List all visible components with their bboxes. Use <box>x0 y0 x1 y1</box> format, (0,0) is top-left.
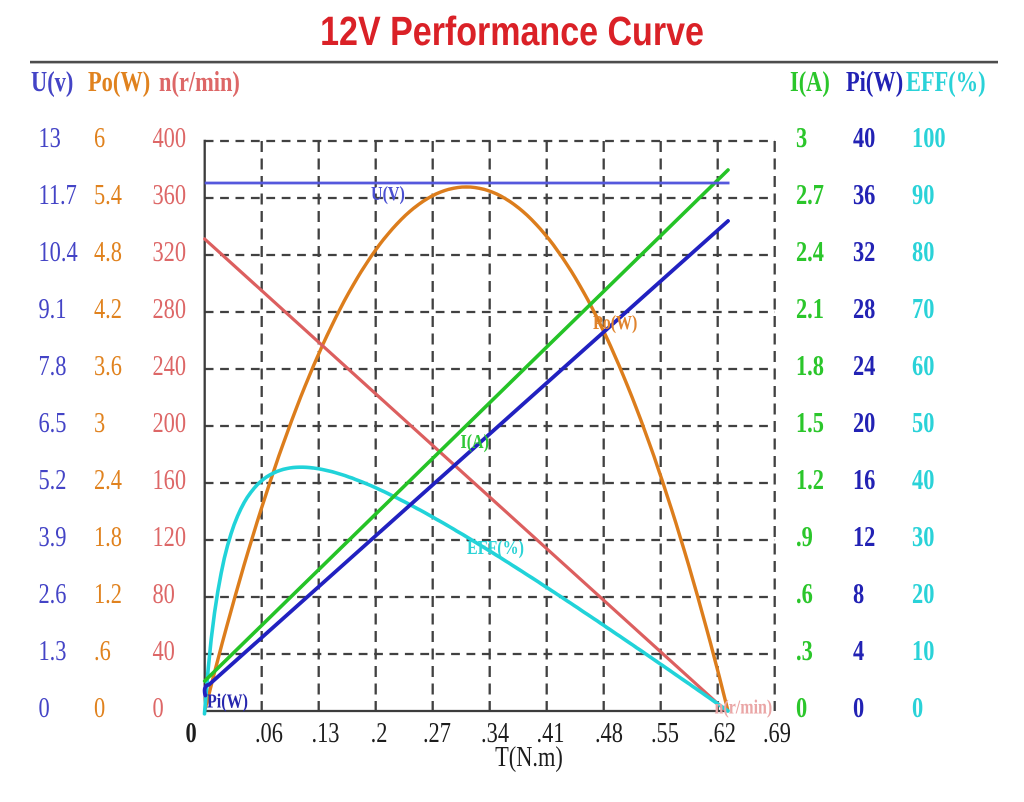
svg-text:.13: .13 <box>312 718 340 749</box>
svg-text:80: 80 <box>912 237 934 268</box>
svg-text:Pi(W): Pi(W) <box>207 690 248 713</box>
svg-text:Po(W): Po(W) <box>88 67 150 98</box>
svg-text:6.5: 6.5 <box>38 408 66 439</box>
svg-text:3.9: 3.9 <box>38 522 66 553</box>
svg-text:36: 36 <box>853 180 875 211</box>
svg-text:.55: .55 <box>651 718 679 749</box>
svg-text:EFF(%): EFF(%) <box>906 67 986 98</box>
svg-text:100: 100 <box>912 123 946 154</box>
svg-text:200: 200 <box>152 408 186 439</box>
svg-text:10: 10 <box>912 636 934 667</box>
svg-text:4: 4 <box>853 636 864 667</box>
svg-text:.27: .27 <box>423 718 451 749</box>
svg-text:1.2: 1.2 <box>94 579 122 610</box>
svg-text:12: 12 <box>853 522 875 553</box>
svg-text:70: 70 <box>912 294 934 325</box>
svg-text:.2: .2 <box>371 718 388 749</box>
svg-text:16: 16 <box>853 465 875 496</box>
svg-text:1.5: 1.5 <box>796 408 824 439</box>
svg-text:20: 20 <box>912 579 934 610</box>
svg-text:10.4: 10.4 <box>38 237 77 268</box>
svg-text:.6: .6 <box>796 579 813 610</box>
svg-text:8: 8 <box>853 579 864 610</box>
svg-text:80: 80 <box>152 579 174 610</box>
svg-text:.3: .3 <box>796 636 813 667</box>
svg-text:.41: .41 <box>536 718 564 749</box>
svg-text:400: 400 <box>152 123 186 154</box>
svg-text:EFF(%): EFF(%) <box>467 536 524 559</box>
svg-text:.69: .69 <box>763 718 791 749</box>
svg-text:9.1: 9.1 <box>38 294 66 325</box>
svg-text:0: 0 <box>94 693 105 724</box>
svg-text:n(r/min): n(r/min) <box>714 696 772 719</box>
svg-text:4.2: 4.2 <box>94 294 122 325</box>
svg-text:60: 60 <box>912 351 934 382</box>
svg-text:0: 0 <box>796 693 807 724</box>
svg-text:40: 40 <box>853 123 875 154</box>
svg-text:n(r/min): n(r/min) <box>159 67 240 98</box>
svg-text:1.8: 1.8 <box>94 522 122 553</box>
svg-text:320: 320 <box>152 237 186 268</box>
svg-text:3: 3 <box>94 408 105 439</box>
svg-text:.62: .62 <box>708 718 736 749</box>
svg-text:.06: .06 <box>255 718 283 749</box>
svg-text:13: 13 <box>38 123 60 154</box>
svg-text:280: 280 <box>152 294 186 325</box>
svg-text:.34: .34 <box>481 718 509 749</box>
svg-text:240: 240 <box>152 351 186 382</box>
svg-text:2.4: 2.4 <box>94 465 122 496</box>
svg-text:360: 360 <box>152 180 186 211</box>
svg-text:.9: .9 <box>796 522 813 553</box>
svg-text:2.6: 2.6 <box>38 579 66 610</box>
svg-text:1.2: 1.2 <box>796 465 824 496</box>
svg-text:28: 28 <box>853 294 875 325</box>
svg-text:5.2: 5.2 <box>38 465 66 496</box>
svg-text:160: 160 <box>152 465 186 496</box>
svg-text:1.8: 1.8 <box>796 351 824 382</box>
svg-text:50: 50 <box>912 408 934 439</box>
svg-text:0: 0 <box>38 693 49 724</box>
svg-text:.48: .48 <box>595 718 623 749</box>
svg-text:2.1: 2.1 <box>796 294 824 325</box>
svg-text:11.7: 11.7 <box>38 180 76 211</box>
svg-text:90: 90 <box>912 180 934 211</box>
svg-text:3.6: 3.6 <box>94 351 122 382</box>
svg-text:I(A): I(A) <box>460 430 488 453</box>
svg-text:.6: .6 <box>94 636 111 667</box>
svg-text:2.4: 2.4 <box>796 237 824 268</box>
svg-text:1.3: 1.3 <box>38 636 66 667</box>
svg-text:0: 0 <box>912 693 923 724</box>
svg-text:U(V): U(V) <box>371 182 405 205</box>
svg-text:24: 24 <box>853 351 876 382</box>
svg-text:U(v): U(v) <box>31 67 73 98</box>
svg-text:T(N.m): T(N.m) <box>495 742 563 773</box>
svg-text:I(A): I(A) <box>790 67 830 98</box>
svg-text:2.7: 2.7 <box>796 180 824 211</box>
svg-text:6: 6 <box>94 123 105 154</box>
svg-text:Po(W): Po(W) <box>593 311 637 334</box>
svg-text:20: 20 <box>853 408 875 439</box>
svg-text:0: 0 <box>185 718 196 749</box>
svg-text:0: 0 <box>853 693 864 724</box>
svg-text:32: 32 <box>853 237 875 268</box>
svg-text:40: 40 <box>912 465 934 496</box>
svg-text:120: 120 <box>152 522 186 553</box>
svg-text:30: 30 <box>912 522 934 553</box>
svg-text:Pi(W): Pi(W) <box>846 67 903 98</box>
svg-text:12V Performance Curve: 12V Performance Curve <box>320 8 704 54</box>
svg-text:3: 3 <box>796 123 807 154</box>
svg-text:5.4: 5.4 <box>94 180 122 211</box>
svg-text:7.8: 7.8 <box>38 351 66 382</box>
svg-text:4.8: 4.8 <box>94 237 122 268</box>
svg-text:0: 0 <box>152 693 163 724</box>
svg-text:40: 40 <box>152 636 174 667</box>
